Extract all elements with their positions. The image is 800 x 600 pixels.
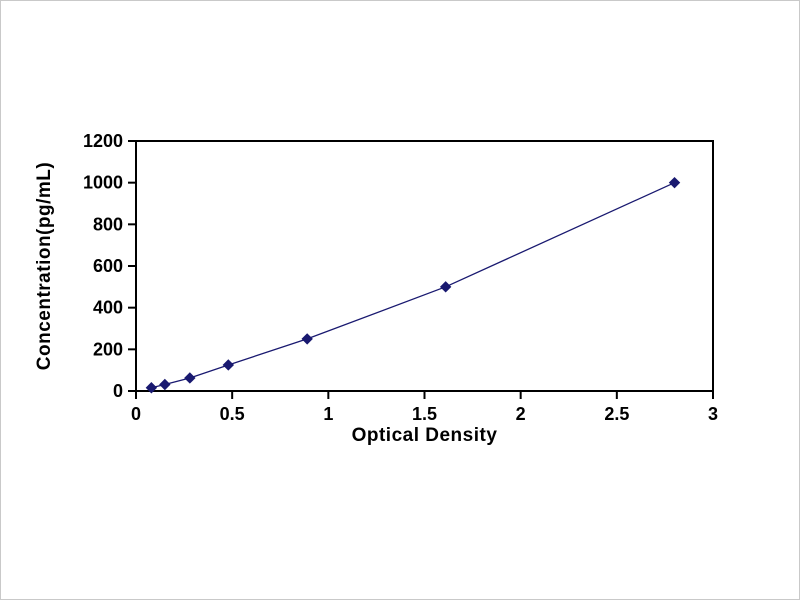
- x-tick-label: 2.5: [604, 404, 629, 424]
- x-tick-label: 0.5: [220, 404, 245, 424]
- data-point-marker: [222, 359, 235, 371]
- y-tick-label: 600: [93, 256, 123, 276]
- y-tick-label: 200: [93, 339, 123, 359]
- data-point-marker: [439, 281, 452, 293]
- data-point-marker: [668, 176, 681, 189]
- y-axis-title: Concentration(pg/mL): [34, 161, 55, 371]
- x-tick-label: 1.5: [412, 404, 437, 424]
- plot-frame: [135, 140, 714, 392]
- y-axis-title-wrap: Concentration(pg/mL): [23, 141, 67, 391]
- data-point-marker: [184, 372, 196, 384]
- series-line: [151, 182, 675, 389]
- data-point-marker: [145, 382, 158, 394]
- x-tick-label: 3: [708, 404, 718, 424]
- x-tick-label: 0: [131, 404, 141, 424]
- data-point-marker: [159, 378, 171, 391]
- y-tick-label: 1200: [83, 131, 123, 151]
- x-axis-title: Optical Density: [351, 425, 498, 446]
- y-tick-label: 400: [93, 298, 123, 318]
- x-tick-label: 1: [323, 404, 333, 424]
- y-tick-label: 0: [113, 381, 123, 401]
- y-tick-label: 1000: [83, 173, 123, 193]
- x-tick-label: 2: [516, 404, 526, 424]
- y-tick-label: 800: [93, 214, 123, 234]
- data-point-marker: [301, 333, 313, 345]
